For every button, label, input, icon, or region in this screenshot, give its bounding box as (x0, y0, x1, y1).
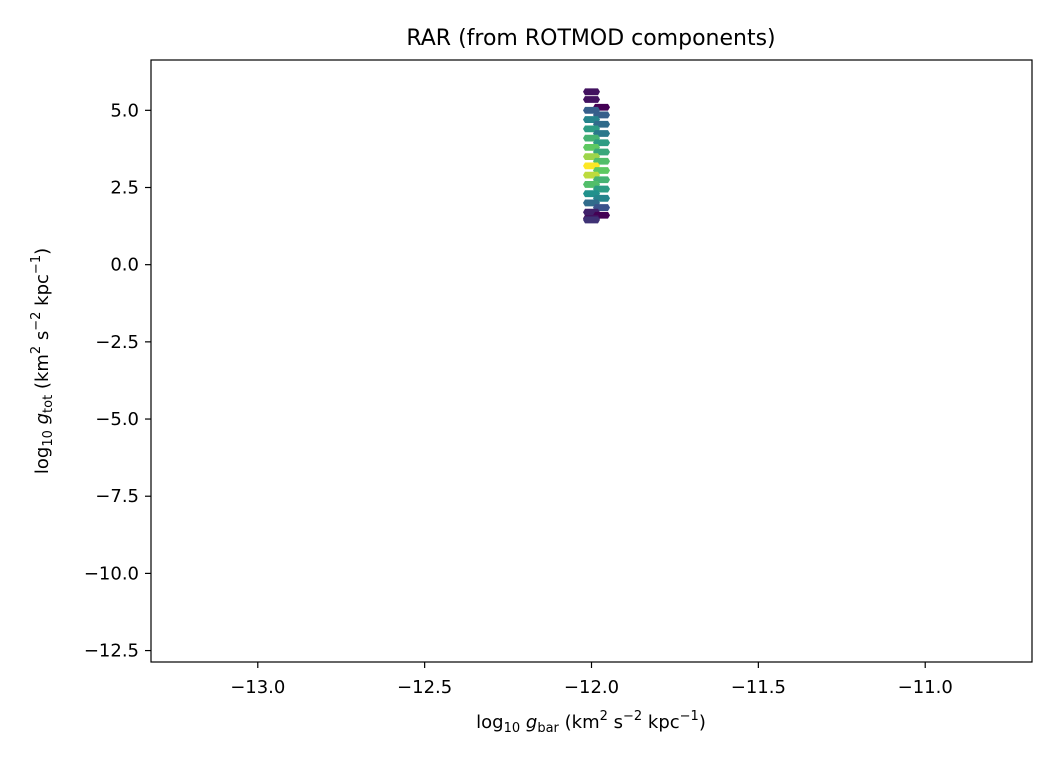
y-axis-ticks: 5.0 2.5 0.0 −2.5 −5.0 −7.5 −10.0 −12.5 (84, 100, 151, 662)
hexbin-cells (583, 88, 611, 224)
y-tick-label: 2.5 (110, 178, 139, 199)
y-tick-label: −5.0 (95, 409, 139, 430)
y-axis-label: log10 gtot (km2 s−2 kpc−1) (29, 248, 56, 474)
x-tick-label: −13.0 (230, 677, 285, 698)
hexbin-cell (583, 96, 600, 103)
hexbin-cell (583, 88, 600, 96)
chart-title: RAR (from ROTMOD components) (406, 26, 775, 51)
x-axis-label: log10 gbar (km2 s−2 kpc−1) (476, 709, 706, 736)
y-tick-label: −7.5 (95, 486, 139, 507)
hexbin-cell (583, 216, 600, 224)
plot-frame (150, 59, 1033, 663)
y-tick-label: −2.5 (95, 332, 139, 353)
y-tick-label: 5.0 (110, 100, 139, 121)
x-tick-label: −12.0 (564, 677, 619, 698)
y-tick-label: −10.0 (84, 563, 139, 584)
x-tick-label: −11.0 (898, 677, 953, 698)
x-axis-ticks: −13.0 −12.5 −12.0 −11.5 −11.0 (230, 662, 953, 698)
y-tick-label: −12.5 (84, 641, 139, 662)
x-tick-label: −12.5 (397, 677, 452, 698)
x-tick-label: −11.5 (731, 677, 786, 698)
y-tick-label: 0.0 (110, 255, 139, 276)
